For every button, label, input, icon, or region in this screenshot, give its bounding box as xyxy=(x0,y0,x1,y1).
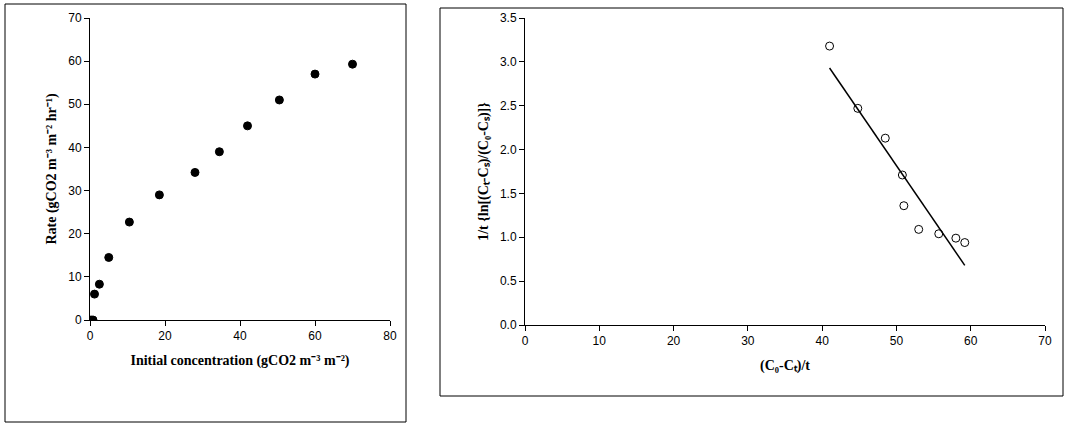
svg-text:40: 40 xyxy=(68,141,82,155)
svg-text:50: 50 xyxy=(68,97,82,111)
svg-text:40: 40 xyxy=(815,334,829,348)
svg-text:Initial concentration (gCO2 m⁻: Initial concentration (gCO2 m⁻³ m⁻²) xyxy=(130,353,349,369)
svg-text:60: 60 xyxy=(308,329,322,343)
svg-text:20: 20 xyxy=(667,334,681,348)
svg-text:0: 0 xyxy=(75,313,82,327)
svg-text:30: 30 xyxy=(68,184,82,198)
svg-text:30: 30 xyxy=(741,334,755,348)
svg-text:20: 20 xyxy=(158,329,172,343)
svg-text:0: 0 xyxy=(522,334,529,348)
svg-text:70: 70 xyxy=(68,11,82,25)
svg-text:3.0: 3.0 xyxy=(500,55,517,69)
svg-text:1/t {ln[(Cₜ-Cₛ)/(C₀-Cₛ)]}: 1/t {ln[(Cₜ-Cₛ)/(C₀-Cₛ)]} xyxy=(476,102,492,241)
svg-text:80: 80 xyxy=(383,329,397,343)
svg-text:10: 10 xyxy=(593,334,607,348)
svg-text:0: 0 xyxy=(87,329,94,343)
svg-text:0.0: 0.0 xyxy=(500,318,517,332)
svg-text:Rate (gCO2 m⁻³ m⁻² hr⁻¹): Rate (gCO2 m⁻³ m⁻² hr⁻¹) xyxy=(44,93,60,245)
svg-text:0.5: 0.5 xyxy=(500,274,517,288)
svg-text:1.0: 1.0 xyxy=(500,230,517,244)
svg-text:2.0: 2.0 xyxy=(500,143,517,157)
svg-text:1.5: 1.5 xyxy=(500,187,517,201)
svg-text:70: 70 xyxy=(1038,334,1052,348)
svg-text:10: 10 xyxy=(68,270,82,284)
svg-text:60: 60 xyxy=(964,334,978,348)
svg-text:(C₀-Cₜ)/t: (C₀-Cₜ)/t xyxy=(760,358,810,374)
svg-text:40: 40 xyxy=(233,329,247,343)
svg-text:50: 50 xyxy=(890,334,904,348)
svg-text:2.5: 2.5 xyxy=(500,99,517,113)
svg-text:20: 20 xyxy=(68,227,82,241)
svg-text:3.5: 3.5 xyxy=(500,11,517,25)
svg-text:60: 60 xyxy=(68,54,82,68)
